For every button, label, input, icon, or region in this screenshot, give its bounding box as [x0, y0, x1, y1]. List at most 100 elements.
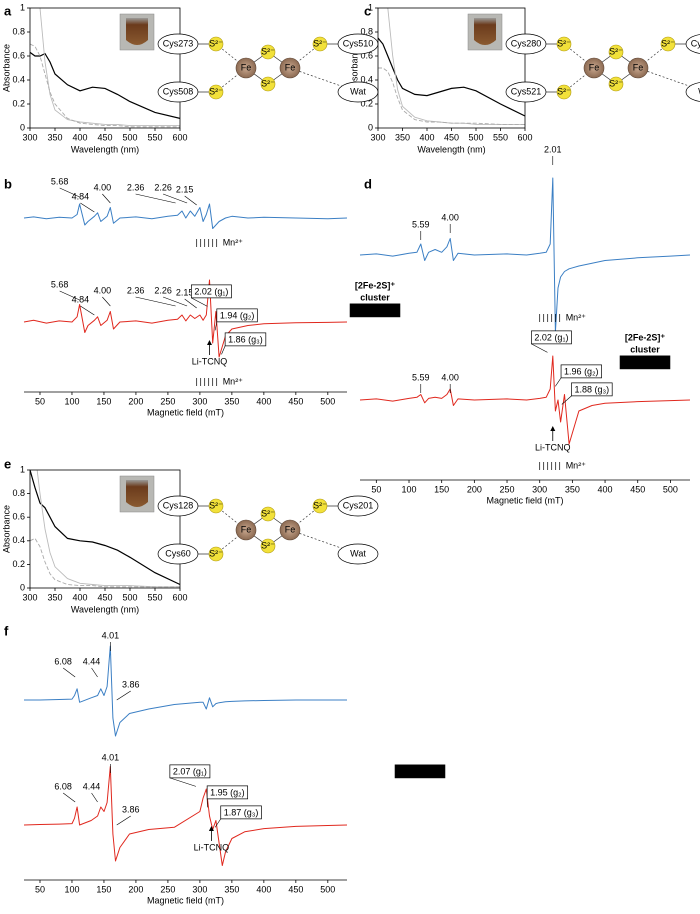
iron-atom	[235, 519, 257, 541]
x-tick-label: 350	[224, 396, 239, 406]
g-value-label: 4.84	[72, 294, 90, 304]
x-tick-label: 500	[122, 592, 137, 602]
x-tick-label: 600	[172, 592, 187, 602]
x-axis-label: Wavelength (nm)	[71, 144, 139, 154]
leader-line	[162, 296, 188, 307]
y-tick-label: 0.2	[360, 98, 373, 108]
label-box-black	[619, 355, 671, 370]
y-tick-label: 0.2	[12, 559, 25, 569]
leader-line	[102, 193, 111, 204]
x-tick-label: 350	[224, 884, 239, 894]
label-box	[206, 785, 249, 800]
spectrum-line	[378, 37, 525, 117]
x-tick-label: 250	[160, 884, 175, 894]
g-value-label: 3.86	[122, 679, 140, 689]
ligand	[505, 81, 547, 103]
leader-line	[169, 777, 196, 787]
x-tick-label: 600	[517, 132, 532, 142]
label-box-black	[394, 764, 446, 779]
photo-vial	[126, 480, 148, 507]
g-value-label: 2.26	[154, 285, 172, 295]
epr-spectrum	[23, 766, 348, 866]
sulfur-atom	[208, 36, 224, 52]
y-tick-label: 0.4	[360, 74, 373, 84]
atom-label: S²⁻	[261, 78, 275, 88]
leader-line	[561, 395, 572, 405]
g-value-label: 4.44	[83, 656, 101, 666]
g-value-box-label: 2.02 (g₁)	[534, 332, 568, 342]
iron-atom	[627, 57, 649, 79]
x-tick-label: 300	[22, 592, 37, 602]
x-tick-label: 150	[96, 884, 111, 894]
atom-label: S²⁻	[209, 548, 223, 558]
mn-label: Mn²⁺	[223, 376, 243, 386]
label-box	[224, 332, 267, 347]
panel-label: c	[364, 3, 371, 18]
leader-line	[80, 305, 95, 316]
g-value-box-label: 1.88 (g₃)	[574, 384, 609, 394]
iron-atom	[279, 57, 301, 79]
g-value-label: 4.00	[94, 182, 112, 192]
ligand	[685, 82, 700, 102]
reference-label: Li-TCNQ	[194, 842, 230, 852]
x-tick-label: 300	[370, 132, 385, 142]
atom-label: S²⁻	[261, 508, 275, 518]
label-box	[560, 364, 602, 379]
g-value-label: 2.15	[176, 184, 194, 194]
x-tick-label: 550	[147, 592, 162, 602]
panel-label: b	[4, 176, 12, 191]
leader-line	[59, 187, 80, 198]
atom-label: S²⁻	[261, 540, 275, 550]
sulfur-atom	[208, 546, 224, 562]
sulfur-atom	[312, 36, 328, 52]
sulfur-atom	[608, 76, 624, 92]
plot-frame	[29, 469, 181, 589]
x-tick-label: 100	[64, 396, 79, 406]
atom-label: Fe	[241, 62, 252, 72]
sulfur-atom	[208, 498, 224, 514]
x-axis-label: Wavelength (nm)	[417, 144, 485, 154]
cluster-label: cluster	[360, 292, 390, 302]
g-value-label: 4.01	[102, 752, 120, 762]
g-value-label: 5.59	[412, 372, 430, 382]
label-box	[191, 284, 232, 299]
x-tick-label: 200	[128, 396, 143, 406]
leader-line	[162, 193, 188, 204]
y-axis-label: Absorbance	[349, 44, 359, 92]
x-tick-label: 600	[172, 132, 187, 142]
g-value-label: 6.08	[54, 656, 72, 666]
x-tick-label: 300	[192, 396, 207, 406]
spectrum-line	[378, 67, 525, 125]
ligand-label: Cys521	[511, 86, 542, 96]
label-box	[169, 764, 211, 779]
x-tick-label: 100	[64, 884, 79, 894]
x-tick-label: 400	[256, 396, 271, 406]
atom-label: S²⁻	[609, 78, 623, 88]
x-tick-label: 450	[288, 884, 303, 894]
g-value-label: 6.08	[54, 781, 72, 791]
leader-line	[184, 195, 197, 206]
y-tick-label: 0.8	[12, 488, 25, 498]
g-value-label: 4.84	[72, 191, 90, 201]
y-tick-label: 0	[368, 122, 373, 132]
x-tick-label: 500	[320, 884, 335, 894]
g-value-box-label: 2.02 (g₁)	[194, 286, 228, 296]
x-tick-label: 50	[35, 884, 45, 894]
g-value-box-label: 1.96 (g₂)	[564, 366, 599, 376]
x-tick-label: 250	[160, 396, 175, 406]
panel-label: a	[4, 3, 12, 18]
sulfur-atom	[208, 84, 224, 100]
g-value-label: 5.59	[412, 219, 430, 229]
spectrum-line	[30, 51, 180, 119]
ligand-label: Cys201	[343, 500, 374, 510]
iron-atom	[235, 57, 257, 79]
g-value-label: 4.01	[102, 630, 120, 640]
epr-spectrum	[23, 203, 348, 229]
y-tick-label: 0.8	[360, 26, 373, 36]
ligand-label: Wat	[350, 86, 366, 96]
ligand-label: Cys60	[165, 548, 191, 558]
x-tick-label: 400	[72, 592, 87, 602]
y-tick-label: 0.4	[12, 535, 25, 545]
atom-label: S²⁻	[557, 38, 571, 48]
